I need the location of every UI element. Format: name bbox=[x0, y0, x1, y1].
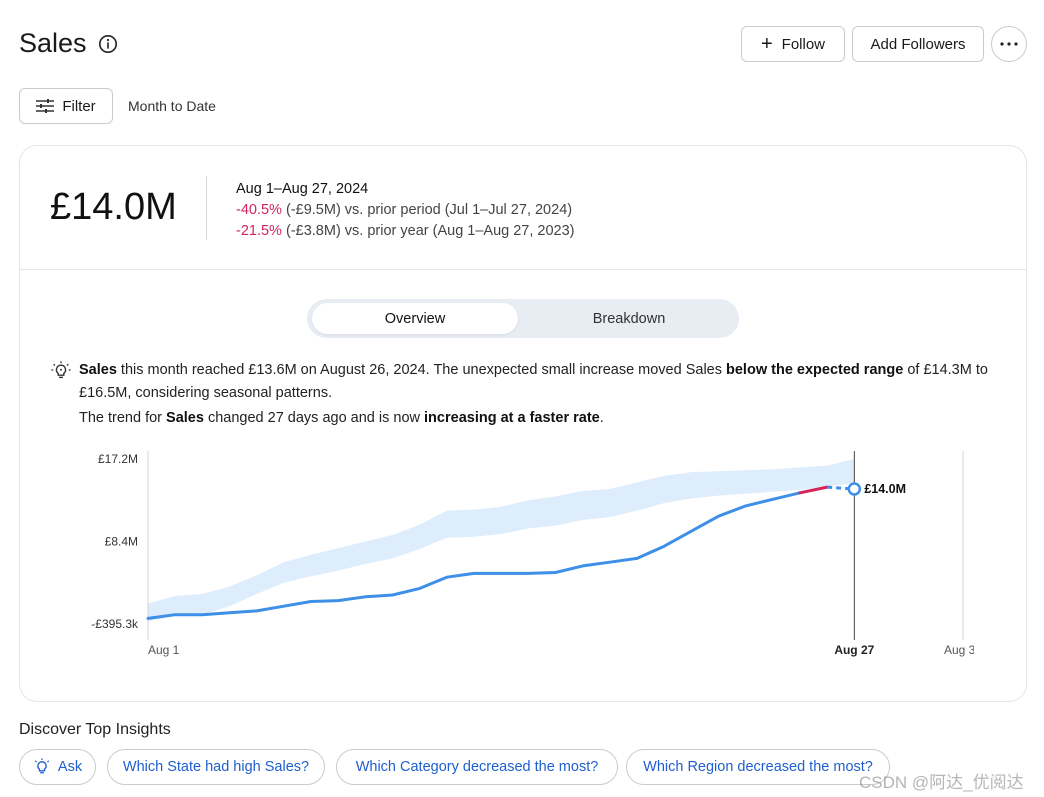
prior-period-detail: (-£9.5M) vs. prior period (Jul 1–Jul 27,… bbox=[281, 202, 573, 218]
prior-year-detail: (-£3.8M) vs. prior year (Aug 1–Aug 27, 2… bbox=[281, 223, 575, 239]
tab-overview[interactable]: Overview bbox=[312, 303, 518, 334]
x-tick-label: Aug 27 bbox=[834, 643, 874, 657]
suggested-question-state[interactable]: Which State had high Sales? bbox=[107, 749, 325, 785]
filter-label: Filter bbox=[62, 97, 96, 115]
suggested-question-region[interactable]: Which Region decreased the most? bbox=[626, 749, 890, 785]
x-tick-label: Aug 31 bbox=[944, 643, 974, 657]
sales-trend-chart: £17.2M £8.4M -£395.3k Aug 1 Aug 27 Aug 31 £14.… bbox=[91, 451, 974, 657]
page-header: Sales + Follow Add Followers bbox=[19, 22, 1027, 66]
current-value-point bbox=[847, 482, 862, 496]
tab-breakdown[interactable]: Breakdown bbox=[592, 310, 666, 327]
insight-text-part: this month reached £13.6M on August 26, … bbox=[116, 362, 727, 378]
filter-button[interactable]: Filter bbox=[19, 88, 113, 124]
sliders-icon bbox=[36, 99, 55, 113]
insight-text-part: of £14.3M to £16.5M, considering seasona… bbox=[79, 362, 988, 401]
metric-card: £14.0M Aug 1–Aug 27, 2024 -40.5% (-£9.5M… bbox=[19, 145, 1027, 702]
insight-text: Sales this month reached £13.6M on Augus… bbox=[79, 359, 1019, 430]
prior-year-comparison: -21.5% (-£3.8M) vs. prior year (Aug 1–Au… bbox=[236, 221, 575, 242]
more-horizontal-icon bbox=[1000, 42, 1018, 46]
sales-line bbox=[146, 491, 802, 620]
discover-title: Discover Top Insights bbox=[19, 721, 171, 738]
prior-period-pct: -40.5% bbox=[236, 202, 282, 218]
metric-name: Sales bbox=[166, 410, 204, 426]
page-title: Sales bbox=[19, 28, 87, 58]
lightbulb-icon bbox=[51, 361, 71, 379]
x-tick-label: Aug 1 bbox=[148, 643, 180, 657]
more-options-button[interactable] bbox=[991, 26, 1027, 62]
date-range: Aug 1–Aug 27, 2024 bbox=[236, 181, 369, 197]
y-tick-label: -£395.3k bbox=[91, 617, 139, 631]
view-toggle: Overview Breakdown bbox=[307, 299, 739, 338]
add-followers-label: Add Followers bbox=[870, 35, 966, 53]
insight-text-part: changed 27 days ago and is now bbox=[203, 410, 425, 426]
ask-button[interactable]: Ask bbox=[19, 749, 96, 785]
follow-label: Follow bbox=[781, 35, 826, 53]
follow-button[interactable]: + Follow bbox=[741, 26, 845, 62]
plus-icon: + bbox=[760, 33, 773, 55]
insight-sentence-2: The trend for Sales changed 27 days ago … bbox=[79, 407, 1019, 430]
ask-label: Ask bbox=[57, 759, 83, 775]
insight-emphasis: below the expected range bbox=[726, 362, 904, 378]
divider bbox=[206, 176, 207, 240]
info-circle-icon[interactable] bbox=[98, 34, 118, 54]
suggested-question-category[interactable]: Which Category decreased the most? bbox=[336, 749, 618, 785]
insight-emphasis: increasing at a faster rate bbox=[424, 410, 600, 426]
kpi-section: £14.0M Aug 1–Aug 27, 2024 -40.5% (-£9.5M… bbox=[20, 146, 1026, 270]
insight-sentence-1: Sales this month reached £13.6M on Augus… bbox=[79, 359, 1019, 405]
sales-highlight-segment bbox=[798, 485, 829, 495]
add-followers-button[interactable]: Add Followers bbox=[852, 26, 984, 62]
kpi-value: £14.0M bbox=[50, 186, 177, 228]
prior-year-pct: -21.5% bbox=[236, 223, 282, 239]
insight-text-part: The trend for bbox=[79, 410, 167, 426]
lightbulb-icon bbox=[34, 758, 50, 774]
watermark: CSDN @阿达_优阅达 bbox=[859, 773, 1024, 792]
insight-text-part: . bbox=[599, 410, 604, 426]
current-value-label: £14.0M bbox=[864, 482, 906, 496]
metric-name: Sales bbox=[79, 362, 117, 378]
prior-period-comparison: -40.5% (-£9.5M) vs. prior period (Jul 1–… bbox=[236, 200, 575, 221]
kpi-comparisons: Aug 1–Aug 27, 2024 -40.5% (-£9.5M) vs. p… bbox=[236, 179, 575, 242]
y-tick-label: £8.4M bbox=[105, 535, 138, 549]
y-tick-label: £17.2M bbox=[98, 452, 138, 466]
period-label: Month to Date bbox=[128, 98, 216, 114]
expected-range-band bbox=[148, 459, 855, 622]
